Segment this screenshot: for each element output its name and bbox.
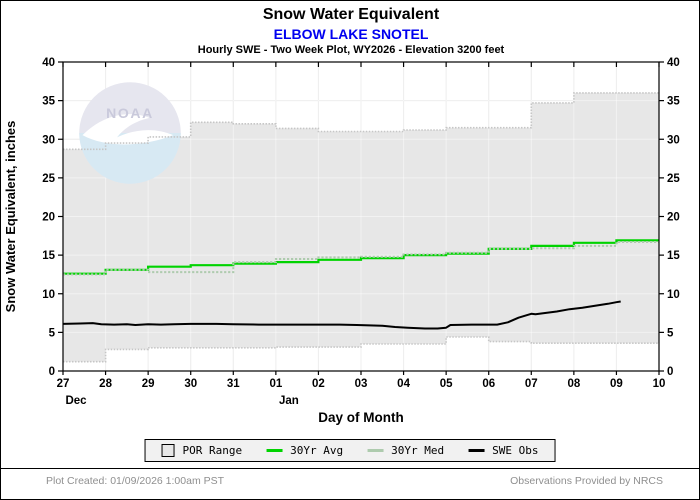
svg-text:01: 01 — [269, 378, 282, 390]
legend-label: 30Yr Med — [391, 444, 445, 457]
station-name: ELBOW LAKE SNOTEL — [273, 26, 429, 42]
svg-text:15: 15 — [42, 250, 55, 262]
svg-text:09: 09 — [610, 378, 623, 390]
x-axis-title: Day of Month — [318, 410, 404, 425]
svg-text:20: 20 — [667, 212, 680, 224]
page-title: Snow Water Equivalent — [262, 6, 440, 23]
chart-legend: POR Range 30Yr Avg 30Yr Med SWE Obs — [144, 439, 556, 462]
svg-text:29: 29 — [142, 378, 155, 390]
por-lower-edge — [63, 336, 659, 363]
por-range-band — [63, 92, 659, 362]
legend-label: 30Yr Avg — [290, 444, 344, 457]
por-upper-edge — [63, 92, 659, 151]
svg-text:15: 15 — [667, 250, 680, 262]
svg-text:25: 25 — [42, 173, 55, 185]
legend-item-30yr-avg: 30Yr Avg — [266, 444, 343, 457]
svg-text:20: 20 — [42, 212, 55, 224]
svg-text:02: 02 — [312, 378, 325, 390]
footer-divider — [1, 468, 699, 469]
legend-label: POR Range — [182, 444, 243, 457]
svg-text:35: 35 — [42, 96, 55, 108]
svg-text:07: 07 — [525, 378, 538, 390]
plot-created-text: Plot Created: 01/09/2026 1:00am PST — [46, 475, 225, 487]
y-axis-title: Snow Water Equivalent, inches — [3, 121, 18, 313]
svg-text:0: 0 — [667, 366, 673, 378]
svg-text:06: 06 — [482, 378, 495, 390]
svg-text:05: 05 — [440, 378, 453, 390]
svg-text:31: 31 — [227, 378, 240, 390]
avg-line — [63, 239, 659, 275]
svg-text:40: 40 — [667, 57, 680, 69]
med-line-swatch — [367, 449, 384, 452]
svg-text:30: 30 — [667, 134, 680, 146]
svg-text:5: 5 — [49, 327, 56, 339]
svg-text:27: 27 — [57, 378, 70, 390]
por-range-swatch — [161, 444, 175, 457]
svg-text:Jan: Jan — [279, 395, 299, 407]
svg-text:30: 30 — [184, 378, 197, 390]
svg-text:10: 10 — [667, 289, 680, 301]
noaa-logo: NOAA — [79, 82, 181, 184]
observations-credit-text: Observations Provided by NRCS — [510, 475, 663, 487]
svg-text:35: 35 — [667, 96, 680, 108]
svg-text:NOAA: NOAA — [106, 105, 154, 121]
svg-text:10: 10 — [653, 378, 666, 390]
svg-text:08: 08 — [567, 378, 580, 390]
obs-line-swatch — [468, 449, 485, 452]
legend-item-30yr-med: 30Yr Med — [367, 444, 444, 457]
med-line — [63, 241, 659, 276]
svg-text:28: 28 — [99, 378, 112, 390]
svg-text:5: 5 — [667, 327, 674, 339]
svg-text:25: 25 — [667, 173, 680, 185]
svg-text:04: 04 — [397, 378, 410, 390]
legend-item-por-range: POR Range — [161, 444, 243, 457]
legend-item-swe-obs: SWE Obs — [468, 444, 538, 457]
svg-text:Dec: Dec — [65, 395, 87, 407]
svg-text:30: 30 — [42, 134, 55, 146]
obs-line — [62, 300, 621, 330]
legend-label: SWE Obs — [492, 444, 539, 457]
svg-text:03: 03 — [355, 378, 368, 390]
svg-text:10: 10 — [42, 289, 55, 301]
avg-line-swatch — [266, 449, 283, 452]
svg-text:40: 40 — [42, 57, 55, 69]
plot-subtitle: Hourly SWE - Two Week Plot, WY2026 - Ele… — [197, 44, 505, 56]
svg-text:0: 0 — [49, 366, 55, 378]
